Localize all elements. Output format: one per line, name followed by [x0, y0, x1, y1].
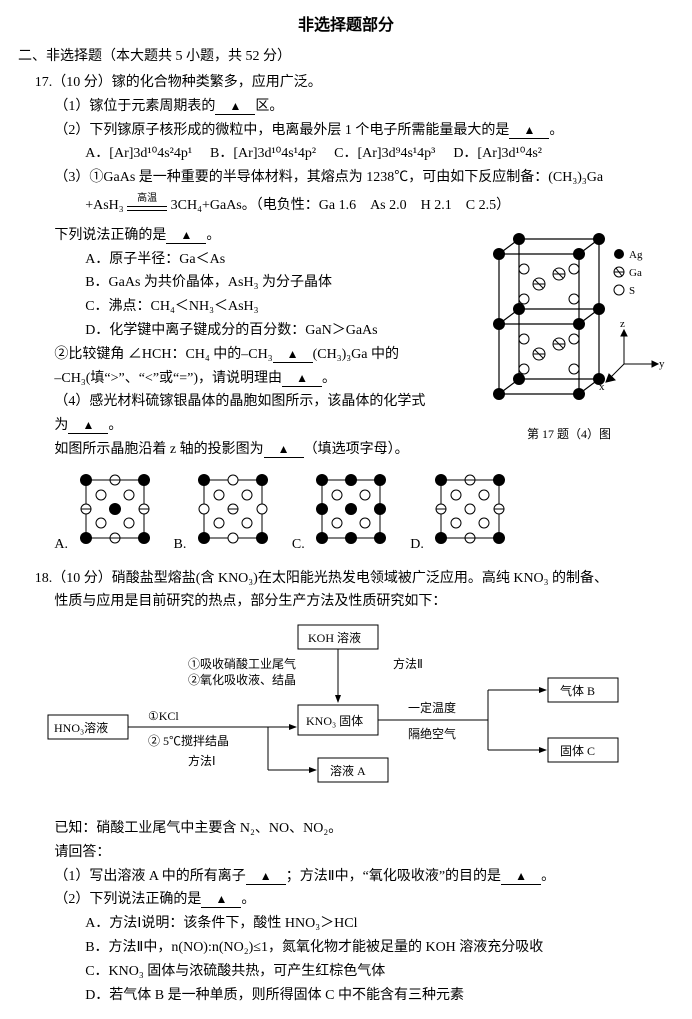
blank	[501, 870, 541, 885]
legend-ga: Ga	[629, 267, 642, 279]
svg-text:z: z	[620, 318, 625, 330]
opt-a: A．[Ar]3d¹⁰4s²4p¹	[85, 142, 192, 166]
q18-1a: （1）写出溶液 A 中的所有离子	[54, 869, 245, 884]
q18-known: 已知：硝酸工业尾气中主要含 N₂、NO、NO₂。	[18, 817, 674, 841]
opt-c: C．KNO₃ 固体与浓硫酸共热，可产生红棕色气体	[18, 960, 674, 984]
q17-head: 17.（10 分）镓的化合物种类繁多，应用广泛。	[18, 71, 674, 95]
q17-3c-c: –CH₃(填“>”、“<”或“=”)，请说明理由	[54, 371, 282, 386]
page-title: 非选择题部分	[18, 12, 674, 39]
blank	[166, 229, 206, 244]
proj-a: A.	[54, 470, 153, 557]
q18-1-tail: 。	[541, 869, 555, 884]
blank	[264, 443, 304, 458]
q17-4c-tail: （填选项字母）。	[304, 442, 409, 457]
flow-koh: KOH 溶液	[308, 630, 361, 645]
q17-1-tail: 区。	[255, 99, 283, 114]
proj-d-svg	[431, 470, 509, 548]
q18: 18.（10 分）硝酸盐型熔盐(含 KNO₃)在太阳能光热发电领域被广泛应用。高…	[18, 567, 674, 1008]
q18-2a: （2）下列说法正确的是	[54, 892, 201, 907]
proj-b-label: B.	[174, 537, 187, 552]
q18-1b: ；方法Ⅱ中，“氧化吸收液”的目的是	[286, 869, 501, 884]
eq-arrow: 高温	[127, 200, 167, 211]
flow-gasb: 气体 B	[560, 683, 595, 698]
opt-d: D．若气体 B 是一种单质，则所得固体 C 中不能含有三种元素	[18, 984, 674, 1008]
q18-head2: 性质与应用是目前研究的热点，部分生产方法及性质研究如下：	[18, 590, 674, 614]
q17-2-text: （2）下列镓原子核形成的微粒中，电离最外层 1 个电子所需能量最大的是	[54, 123, 509, 138]
q17: 17.（10 分）镓的化合物种类繁多，应用广泛。 （1）镓位于元素周期表的区。 …	[18, 71, 674, 557]
crystal-svg: Ag Ga S z y x	[469, 224, 669, 424]
legend-ag: Ag	[629, 249, 643, 261]
q17-3b-text: 下列说法正确的是	[54, 228, 166, 243]
blank	[68, 419, 108, 434]
q17-3-eq: +AsH₃ 高温 3CH₄+GaAs。（电负性：Ga 1.6 As 2.0 H …	[18, 194, 674, 218]
proj-a-label: A.	[54, 537, 68, 552]
section-heading: 二、非选择题（本大题共 5 小题，共 52 分）	[18, 45, 674, 69]
q17-4b-text: 为	[54, 418, 68, 433]
svg-text:y: y	[659, 358, 665, 370]
flow-solidc: 固体 C	[560, 744, 595, 758]
flow-kno3: KNO₃ 固体	[306, 714, 363, 728]
proj-c-label: C.	[292, 537, 305, 552]
q17-3c-tail: 。	[322, 371, 336, 386]
proj-d: D.	[410, 470, 509, 557]
blank	[215, 100, 255, 115]
q18-2: （2）下列说法正确的是 。	[18, 888, 674, 912]
q17-fig-caption: 第 17 题（4）图	[464, 424, 674, 444]
q17-3c-a: ②比较键角 ∠HCH：CH₄ 中的–CH₃	[54, 347, 272, 362]
q17-1: （1）镓位于元素周期表的 区。	[18, 95, 674, 119]
flow-hno3: HNO₃溶液	[54, 720, 108, 735]
flow-cond1: 一定温度	[408, 700, 456, 715]
legend-s: S	[629, 285, 635, 297]
blank	[201, 893, 241, 908]
proj-d-label: D.	[410, 537, 424, 552]
q17-3c-b: (CH₃)₃Ga 中的	[313, 347, 399, 362]
q18-head: 18.（10 分）硝酸盐型熔盐(含 KNO₃)在太阳能光热发电领域被广泛应用。高…	[18, 567, 674, 591]
opt-b: B．[Ar]3d¹⁰4s¹4p²	[210, 142, 316, 166]
q18-2-tail: 。	[241, 892, 255, 907]
q18-answer-prompt: 请回答：	[18, 841, 674, 865]
q17-2-options: A．[Ar]3d¹⁰4s²4p¹ B．[Ar]3d¹⁰4s¹4p² C．[Ar]…	[18, 142, 674, 166]
blank	[273, 348, 313, 363]
proj-c: C.	[292, 470, 390, 557]
q17-3b-tail: 。	[206, 228, 220, 243]
opt-a: A．方法Ⅰ说明：该条件下，酸性 HNO₃＞HCl	[18, 912, 674, 936]
proj-b-svg	[194, 470, 272, 548]
q17-figure: Ag Ga S z y x 第 17 题（4）图	[464, 224, 674, 444]
proj-c-svg	[312, 470, 390, 548]
proj-b: B.	[174, 470, 272, 557]
svg-text:x: x	[599, 381, 605, 393]
blank	[282, 372, 322, 387]
flow-sola: 溶液 A	[330, 763, 366, 778]
eq-lhs: +AsH₃	[85, 198, 123, 213]
opt-c: C．[Ar]3d⁹4s¹4p³	[334, 142, 435, 166]
flow-step2: ②氧化吸收液、结晶	[188, 672, 296, 687]
proj-a-svg	[76, 470, 154, 548]
flow-kcl: ①KCl	[148, 709, 179, 723]
q17-4c-text: 如图所示晶胞沿着 z 轴的投影图为	[54, 442, 263, 457]
flow-method1: 方法Ⅰ	[188, 753, 216, 768]
q17-2-tail: 。	[549, 123, 563, 138]
q17-3a: （3）①GaAs 是一种重要的半导体材料，其熔点为 1238℃，可由如下反应制备…	[18, 166, 674, 190]
eq-cond: 高温	[127, 190, 167, 207]
q17-4b-tail: 。	[108, 418, 122, 433]
blank	[246, 870, 286, 885]
flow-cond2: 隔绝空气	[408, 726, 456, 741]
q18-1: （1）写出溶液 A 中的所有离子 ；方法Ⅱ中，“氧化吸收液”的目的是 。	[18, 865, 674, 889]
eq-rhs: 3CH₄+GaAs。（电负性：Ga 1.6 As 2.0 H 2.1 C 2.5…	[171, 198, 510, 213]
flow-stir: ② 5℃搅拌结晶	[148, 733, 229, 748]
blank	[509, 124, 549, 139]
flow-step1: ①吸收硝酸工业尾气	[188, 656, 296, 671]
q17-projection-options: A. B. C. D.	[18, 470, 674, 557]
opt-d: D．[Ar]3d¹⁰4s²	[453, 142, 542, 166]
opt-b: B．方法Ⅱ中，n(NO):n(NO₂)≤1，氮氧化物才能被足量的 KOH 溶液充…	[18, 936, 674, 960]
flow-method2: 方法Ⅱ	[393, 656, 423, 671]
q17-1-text: （1）镓位于元素周期表的	[54, 99, 215, 114]
q18-flowchart: KOH 溶液 ①吸收硝酸工业尾气 ②氧化吸收液、结晶 方法Ⅱ HNO₃溶液 ①K…	[18, 620, 674, 809]
q17-2: （2）下列镓原子核形成的微粒中，电离最外层 1 个电子所需能量最大的是 。	[18, 119, 674, 143]
